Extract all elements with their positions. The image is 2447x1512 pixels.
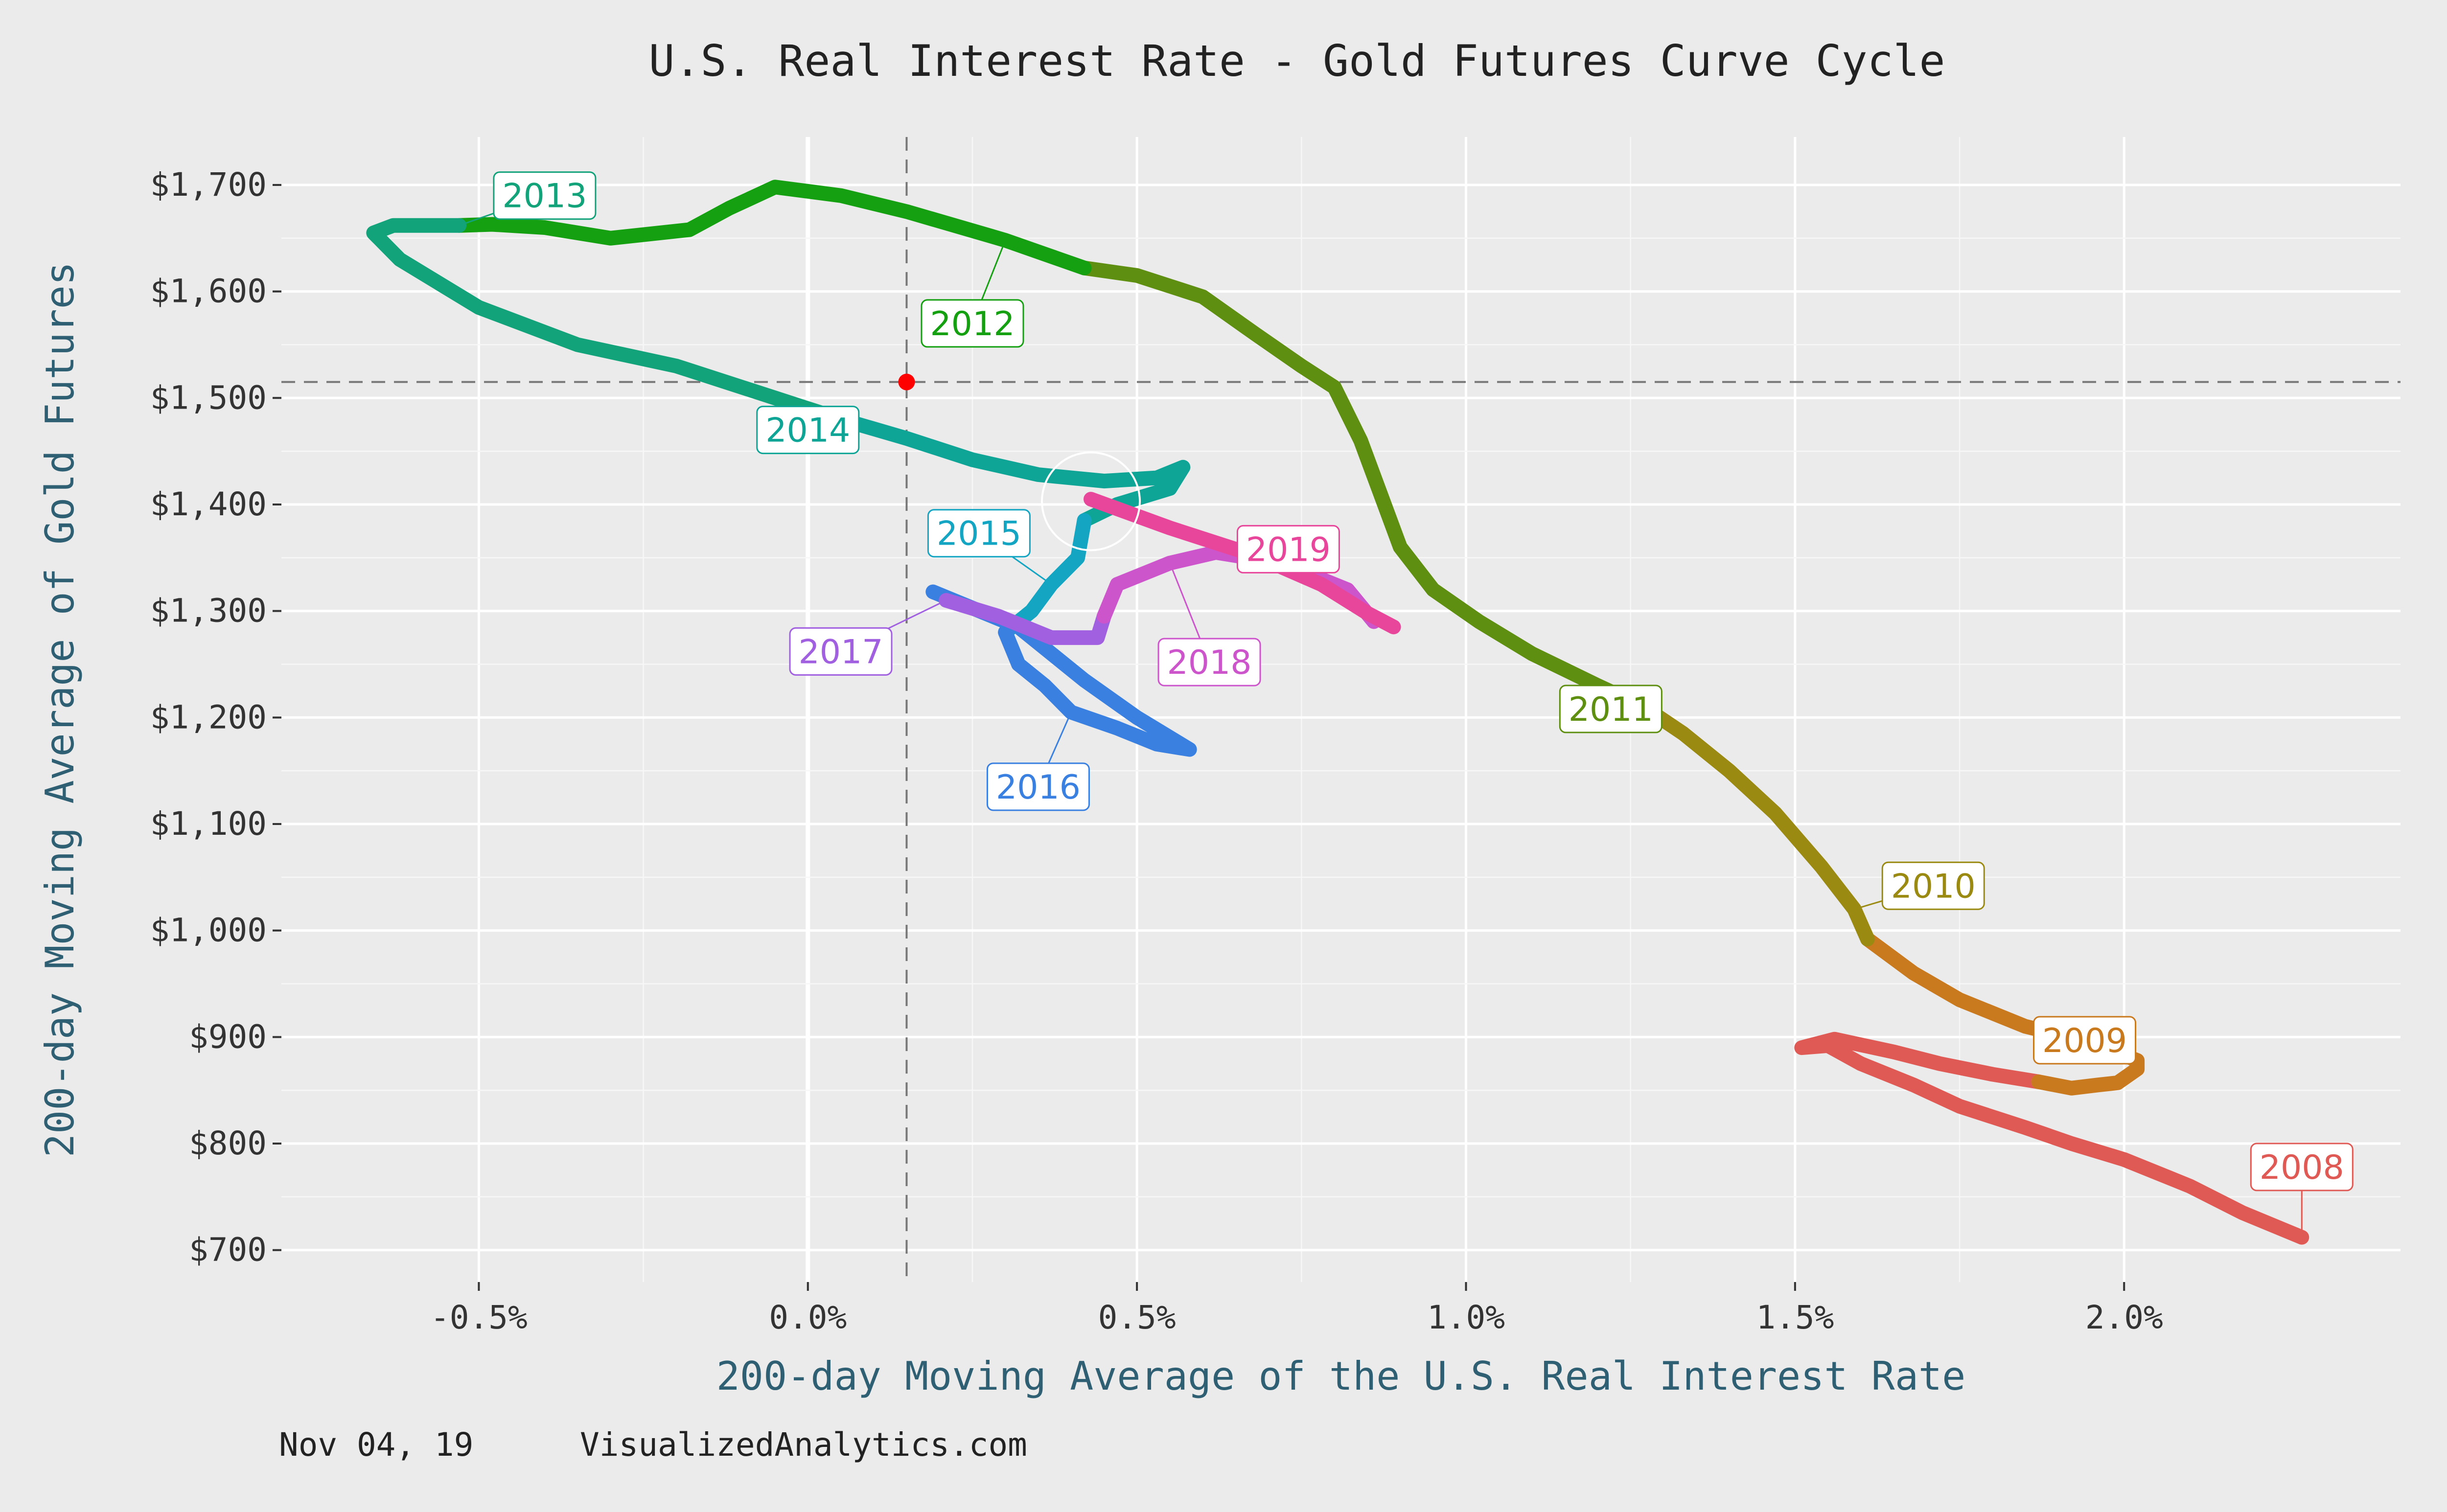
x-tick-label: 1.5% bbox=[1756, 1299, 1834, 1336]
y-tick-label: $1,100 bbox=[150, 805, 267, 843]
y-tick-label: $1,000 bbox=[150, 912, 267, 949]
x-tick-label: 0.0% bbox=[769, 1299, 847, 1336]
label-box-2018 bbox=[1157, 638, 1261, 687]
footer-date: Nov 04, 19 bbox=[279, 1426, 473, 1464]
x-axis-title: 200-day Moving Average of the U.S. Real … bbox=[716, 1353, 1966, 1399]
label-box-2014 bbox=[756, 406, 860, 455]
year-label-2011: 2011 bbox=[1569, 690, 1653, 729]
x-axis-ticks: -0.5% 0.0% 0.5% 1.0% 1.5% 2.0% bbox=[430, 1282, 2163, 1336]
series-line-2016 bbox=[925, 584, 1197, 757]
y-tick-label: $1,200 bbox=[150, 698, 267, 736]
label-box-2010 bbox=[1881, 861, 1985, 910]
reference-lines bbox=[281, 137, 2401, 1282]
x-tick-label: 1.0% bbox=[1427, 1299, 1505, 1336]
year-labels: 2008 2009 2010 2011 2012 2013 2014 2015 2016 2017… bbox=[459, 171, 2354, 1237]
y-tick-label: $900 bbox=[189, 1018, 267, 1055]
year-label-2015: 2015 bbox=[937, 515, 1021, 553]
series-line-2009 bbox=[1860, 932, 2145, 1096]
year-label-2016: 2016 bbox=[996, 768, 1081, 807]
series-line-2014 bbox=[833, 412, 1191, 528]
label-box-2016 bbox=[986, 762, 1090, 811]
x-tick-label: -0.5% bbox=[430, 1299, 528, 1336]
y-tick-label: $1,700 bbox=[150, 166, 267, 204]
series-line-2018 bbox=[1096, 545, 1382, 629]
series-line-2013 bbox=[366, 218, 848, 427]
y-tick-label: $1,600 bbox=[150, 273, 267, 310]
year-label-2017: 2017 bbox=[798, 633, 883, 671]
current-point bbox=[898, 373, 915, 390]
series-line-2017 bbox=[939, 593, 1111, 645]
y-axis-ticks: $700 $800 $900 $1,000 $1,100 $1,200 $1,300 $1,4… bbox=[150, 166, 281, 1269]
y-tick-label: $1,500 bbox=[150, 379, 267, 416]
label-box-2008 bbox=[2250, 1143, 2354, 1191]
label-box-2017 bbox=[789, 627, 893, 676]
x-tick-label: 0.5% bbox=[1098, 1299, 1176, 1336]
year-label-2018: 2018 bbox=[1167, 643, 1252, 682]
y-tick-label: $1,300 bbox=[150, 592, 267, 630]
label-box-2011 bbox=[1559, 685, 1662, 733]
year-label-2010: 2010 bbox=[1891, 867, 1976, 906]
year-label-2012: 2012 bbox=[930, 305, 1015, 344]
series-line-2011 bbox=[1077, 260, 1651, 714]
label-box-2015 bbox=[927, 509, 1031, 558]
chart-title: U.S. Real Interest Rate - Gold Futures C… bbox=[648, 36, 1945, 86]
footer-source: VisualizedAnalytics.com bbox=[580, 1426, 1027, 1464]
y-tick-label: $1,400 bbox=[150, 485, 267, 523]
year-label-2009: 2009 bbox=[2042, 1022, 2127, 1060]
plot-area: 2008 2009 2010 2011 2012 2013 2014 2015 2016 2017… bbox=[281, 137, 2401, 1282]
label-box-2012 bbox=[921, 299, 1024, 348]
x-tick-label: 2.0% bbox=[2085, 1299, 2163, 1336]
year-label-2013: 2013 bbox=[502, 177, 587, 216]
year-label-2008: 2008 bbox=[2260, 1148, 2344, 1187]
y-tick-label: $700 bbox=[189, 1231, 267, 1269]
y-axis-title: 200-day Moving Average of Gold Futures bbox=[37, 262, 83, 1157]
markers bbox=[898, 373, 1141, 551]
label-box-2013 bbox=[493, 171, 597, 220]
plot-panel bbox=[281, 137, 2401, 1282]
series-line-2012 bbox=[452, 180, 1092, 275]
label-box-2019 bbox=[1236, 525, 1340, 573]
year-label-2014: 2014 bbox=[765, 412, 850, 450]
y-tick-label: $800 bbox=[189, 1124, 267, 1162]
year-label-2019: 2019 bbox=[1246, 530, 1331, 569]
series-line-2008 bbox=[1794, 1031, 2309, 1245]
highlight-circle bbox=[1041, 451, 1141, 551]
label-box-2009 bbox=[2033, 1016, 2137, 1065]
